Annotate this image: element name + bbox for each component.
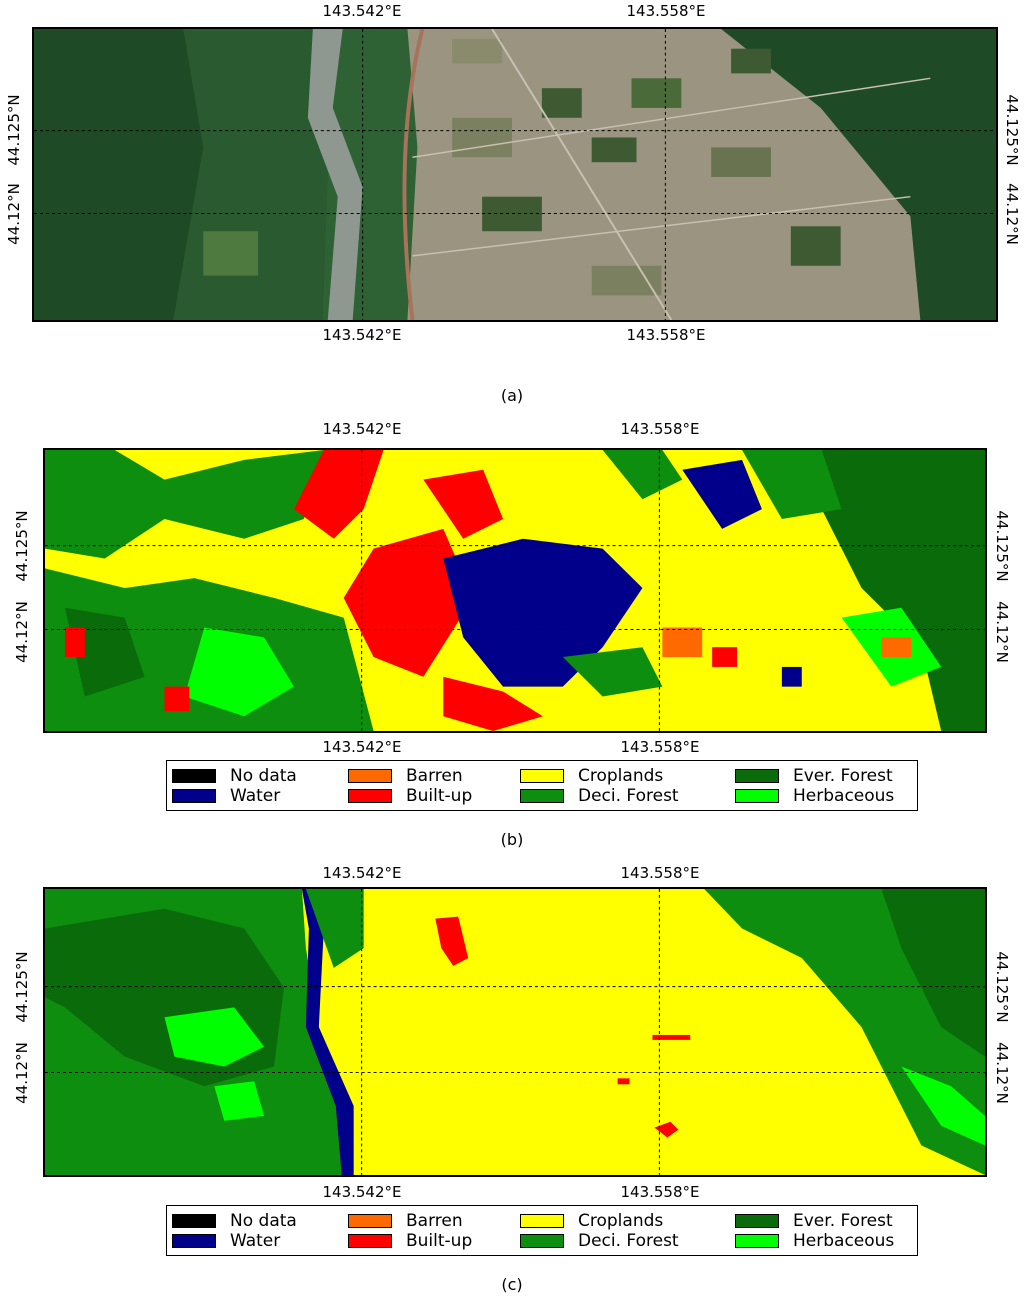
legend-item-built-up: Built-up xyxy=(348,1231,472,1251)
lon-tick-top-1: 143.542°E xyxy=(322,864,402,882)
legend-swatch xyxy=(348,1214,392,1228)
lon-tick-top-2: 143.558°E xyxy=(626,2,706,20)
legend-swatch xyxy=(348,789,392,803)
legend-swatch xyxy=(172,769,216,783)
panel-b: 143.542°E 143.558°E 44.125°N 44.12°N 44.… xyxy=(0,410,1024,860)
legend-item-built-up: Built-up xyxy=(348,786,472,806)
legend-c: No data Barren Croplands Ever. Forest Wa… xyxy=(166,1205,918,1256)
lat-tick-left-1: 44.125°N xyxy=(5,94,23,166)
legend-item-croplands: Croplands xyxy=(520,766,663,786)
lon-tick-bottom-2: 143.558°E xyxy=(620,1183,700,1201)
legend-item-ever-forest: Ever. Forest xyxy=(735,1211,893,1231)
lat-tick-left-2: 44.12°N xyxy=(5,183,23,245)
lat-tick-left-1: 44.125°N xyxy=(13,510,31,582)
lat-tick-right-2: 44.12°N xyxy=(1003,183,1021,245)
legend-item-water: Water xyxy=(172,1231,280,1251)
lon-tick-bottom-2: 143.558°E xyxy=(620,738,700,756)
lat-tick-left-2: 44.12°N xyxy=(13,601,31,663)
lat-tick-right-1: 44.125°N xyxy=(993,951,1011,1023)
legend-item-barren: Barren xyxy=(348,766,463,786)
lat-tick-left-1: 44.125°N xyxy=(13,951,31,1023)
legend-item-deci-forest: Deci. Forest xyxy=(520,786,679,806)
lat-tick-left-2: 44.12°N xyxy=(13,1042,31,1104)
landcover-map-c xyxy=(43,887,987,1177)
legend-item-croplands: Croplands xyxy=(520,1211,663,1231)
caption-c: (c) xyxy=(501,1275,523,1294)
legend-swatch xyxy=(348,1234,392,1248)
lat-tick-right-2: 44.12°N xyxy=(993,601,1011,663)
legend-item-water: Water xyxy=(172,786,280,806)
legend-item-ever-forest: Ever. Forest xyxy=(735,766,893,786)
caption-a: (a) xyxy=(500,386,524,405)
legend-swatch xyxy=(735,789,779,803)
landcover-map-b xyxy=(43,448,987,733)
legend-swatch xyxy=(520,1214,564,1228)
lon-tick-bottom-1: 143.542°E xyxy=(322,326,402,344)
legend-swatch xyxy=(520,1234,564,1248)
lon-tick-top-1: 143.542°E xyxy=(322,2,402,20)
legend-swatch xyxy=(520,789,564,803)
satellite-image xyxy=(32,27,998,322)
legend-swatch xyxy=(172,1214,216,1228)
lat-tick-right-1: 44.125°N xyxy=(1003,94,1021,166)
legend-item-no-data: No data xyxy=(172,1211,297,1231)
legend-item-herbaceous: Herbaceous xyxy=(735,786,894,806)
lat-tick-right-2: 44.12°N xyxy=(993,1042,1011,1104)
lon-tick-top-1: 143.542°E xyxy=(322,420,402,438)
legend-swatch xyxy=(520,769,564,783)
legend-b: No data Barren Croplands Ever. Forest Wa… xyxy=(166,760,918,811)
legend-item-no-data: No data xyxy=(172,766,297,786)
legend-swatch xyxy=(348,769,392,783)
legend-item-deci-forest: Deci. Forest xyxy=(520,1231,679,1251)
panel-a: 143.542°E 143.558°E 44.125°N 44.12°N 44.… xyxy=(0,0,1024,410)
lat-tick-right-1: 44.125°N xyxy=(993,510,1011,582)
legend-swatch xyxy=(735,1214,779,1228)
legend-swatch xyxy=(172,789,216,803)
lon-tick-bottom-1: 143.542°E xyxy=(322,1183,402,1201)
legend-item-barren: Barren xyxy=(348,1211,463,1231)
caption-b: (b) xyxy=(500,830,524,849)
lon-tick-bottom-1: 143.542°E xyxy=(322,738,402,756)
legend-swatch xyxy=(735,769,779,783)
lon-tick-top-2: 143.558°E xyxy=(620,420,700,438)
lon-tick-bottom-2: 143.558°E xyxy=(626,326,706,344)
panel-c: 143.542°E 143.558°E 44.125°N 44.12°N 44.… xyxy=(0,855,1024,1301)
legend-swatch xyxy=(172,1234,216,1248)
legend-swatch xyxy=(735,1234,779,1248)
lon-tick-top-2: 143.558°E xyxy=(620,864,700,882)
legend-item-herbaceous: Herbaceous xyxy=(735,1231,894,1251)
